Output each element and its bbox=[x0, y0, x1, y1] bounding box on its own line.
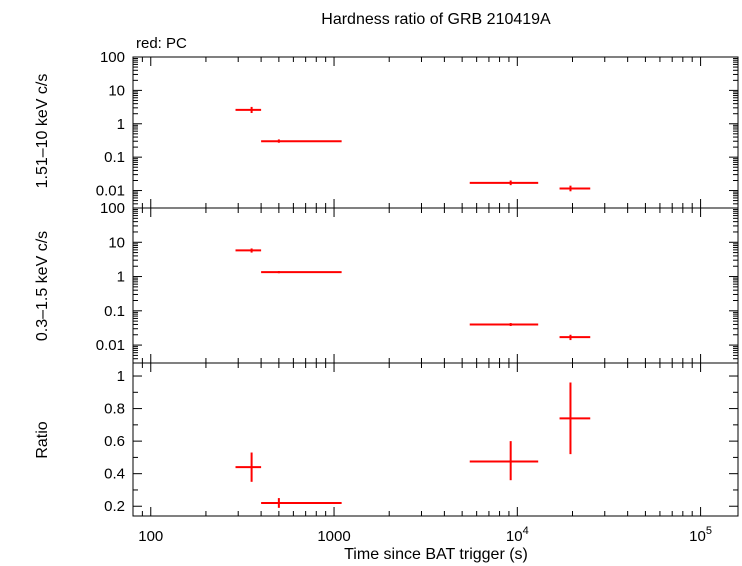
x-tick-label: 1000 bbox=[317, 528, 350, 545]
data-point bbox=[261, 139, 342, 143]
y-tick-label: 1 bbox=[117, 368, 125, 385]
panels: 100 10 1 0.1 0.01 1.51–10 keV c/s 100 10 1 0.1 0.0… bbox=[34, 49, 739, 545]
panel-2: 100 10 1 0.1 0.01 0.3–1.5 keV c/s bbox=[34, 200, 739, 364]
y-tick-label: 10 bbox=[108, 234, 125, 251]
data-point bbox=[261, 498, 342, 508]
y-tick-label: 0.01 bbox=[96, 337, 125, 354]
data-point bbox=[559, 334, 591, 341]
y-tick-label: 1 bbox=[117, 269, 125, 286]
data-point bbox=[559, 382, 591, 455]
data-point bbox=[559, 185, 591, 192]
legend-note: red: PC bbox=[136, 35, 187, 52]
data-point bbox=[235, 106, 262, 114]
data-point bbox=[469, 441, 539, 481]
x-tick-label: 100 bbox=[138, 528, 163, 545]
y-tick-label: 100 bbox=[100, 49, 125, 66]
panel-frame bbox=[132, 207, 739, 364]
chart-title: Hardness ratio of GRB 210419A bbox=[321, 11, 551, 28]
y-tick-label: 1 bbox=[117, 116, 125, 133]
data-point bbox=[235, 452, 262, 482]
data-point bbox=[469, 180, 539, 186]
y-tick-label: 10 bbox=[108, 82, 125, 99]
data-point bbox=[469, 323, 539, 327]
data-point bbox=[235, 248, 262, 253]
y-tick-label: 0.2 bbox=[104, 498, 125, 515]
x-tick-labels: 100 1000 104 105 bbox=[138, 525, 712, 545]
panel-3: 1 0.8 0.6 0.4 0.2 Ratio bbox=[34, 362, 739, 517]
x-tick-label: 105 bbox=[689, 525, 712, 545]
x-axis-label: Time since BAT trigger (s) bbox=[344, 546, 528, 563]
data-point bbox=[261, 271, 342, 274]
panel-frame bbox=[132, 56, 739, 209]
y-axis-label: 1.51–10 keV c/s bbox=[34, 74, 51, 189]
y-tick-label: 0.6 bbox=[104, 433, 125, 450]
y-tick-label: 0.4 bbox=[104, 466, 125, 483]
panel-1: 100 10 1 0.1 0.01 1.51–10 keV c/s bbox=[34, 49, 739, 209]
y-axis-label: Ratio bbox=[34, 421, 51, 458]
y-tick-label: 0.1 bbox=[104, 149, 125, 166]
y-tick-label: 0.8 bbox=[104, 401, 125, 418]
y-tick-label: 100 bbox=[100, 200, 125, 217]
panel-frame bbox=[132, 362, 739, 517]
y-tick-label: 0.01 bbox=[96, 183, 125, 200]
y-axis-label: 0.3–1.5 keV c/s bbox=[34, 231, 51, 341]
y-tick-label: 0.1 bbox=[104, 303, 125, 320]
x-tick-label: 104 bbox=[506, 525, 529, 545]
